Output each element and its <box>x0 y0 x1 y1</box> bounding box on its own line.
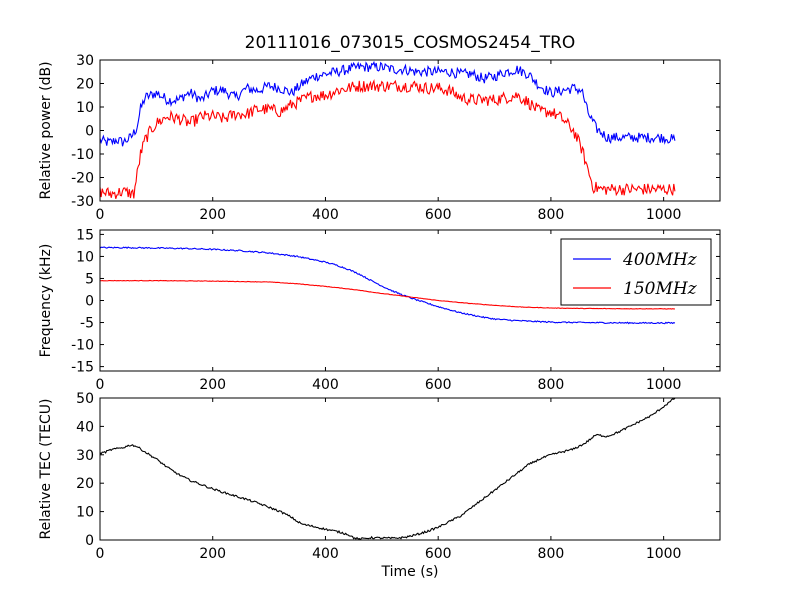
x-tick-label-tec: 0 <box>96 546 105 562</box>
chart-tec: 0 200 400 600 800 1000 0 10 20 30 40 50 Relative TEC… <box>38 391 721 580</box>
series-group-frequency <box>100 246 676 325</box>
x-tick-label-frequency: 800 <box>538 377 565 393</box>
y-axis-label-tec: Relative TEC (TECU) <box>38 399 54 540</box>
y-tick-label-power: -30 <box>71 194 94 210</box>
series-group-tec <box>100 398 676 540</box>
legend-box <box>560 238 712 306</box>
legend-entry: 400MHz <box>622 250 698 270</box>
series-line-frequency-1 <box>100 279 675 310</box>
series-line-frequency-0 <box>100 246 676 325</box>
y-tick-label-frequency: 5 <box>85 271 94 287</box>
y-tick-label-frequency: -15 <box>71 360 94 376</box>
legend-entry: 150MHz <box>623 279 698 299</box>
y-tick-label-tec: 10 <box>76 505 94 521</box>
axes-frame-tec <box>99 397 721 541</box>
x-tick-label-power: 200 <box>199 207 226 223</box>
y-tick-label-power: 20 <box>76 77 94 93</box>
y-tick-label-tec: 0 <box>85 533 94 549</box>
y-tick-label-tec: 50 <box>76 391 94 407</box>
x-tick-label-tec: 200 <box>199 546 226 562</box>
legend-frequency: 400MHz 150MHz <box>560 238 712 306</box>
x-tick-label-power: 600 <box>425 207 452 223</box>
x-tick-label-power: 400 <box>312 207 339 223</box>
x-axis-label-tec: Time (s) <box>381 564 439 580</box>
series-line-power-0 <box>100 60 676 147</box>
figure-title: 20111016_073015_COSMOS2454_TRO <box>245 33 576 53</box>
x-tick-label-tec: 400 <box>312 546 339 562</box>
x-tick-label-tec: 1000 <box>646 546 682 562</box>
series-line-power-1 <box>100 78 676 199</box>
y-tick-label-power: -10 <box>71 147 94 163</box>
series-line-tec-0 <box>100 398 676 540</box>
x-tick-label-frequency: 0 <box>96 377 105 393</box>
y-tick-label-power: 0 <box>85 124 94 140</box>
y-axis-label-frequency: Frequency (kHz) <box>38 244 54 358</box>
y-tick-label-tec: 20 <box>76 476 94 492</box>
x-tick-label-power: 0 <box>96 207 105 223</box>
y-tick-label-frequency: 15 <box>76 227 94 243</box>
y-tick-label-power: 30 <box>76 53 94 69</box>
x-tick-label-frequency: 200 <box>199 377 226 393</box>
y-tick-label-frequency: -5 <box>80 316 94 332</box>
x-tick-label-frequency: 600 <box>425 377 452 393</box>
y-tick-label-tec: 30 <box>76 448 94 464</box>
series-group-power <box>100 60 676 199</box>
y-tick-label-frequency: -10 <box>71 338 94 354</box>
x-tick-label-tec: 800 <box>538 546 565 562</box>
x-tick-label-tec: 600 <box>425 546 452 562</box>
x-tick-label-frequency: 400 <box>312 377 339 393</box>
x-tick-label-power: 1000 <box>646 207 682 223</box>
x-tick-label-power: 800 <box>538 207 565 223</box>
plots: 0 200 400 600 800 1000-30-20-100102030Relativ… <box>38 53 721 580</box>
chart-frequency: 0 200 400 600 800 1000 -15 -10 -5 0 5 10 15 Frequency… <box>38 227 721 393</box>
x-tick-label-frequency: 1000 <box>646 377 682 393</box>
y-tick-label-power: -20 <box>71 171 94 187</box>
chart-power: 0 200 400 600 800 1000 -30 -20 -10 0 10 20 30 Relativ… <box>38 53 721 223</box>
y-tick-label-tec: 40 <box>76 419 94 435</box>
y-tick-label-power: 10 <box>76 100 94 116</box>
y-axis-label-power: Relative power (dB) <box>38 61 54 199</box>
y-tick-label-frequency: 10 <box>76 249 94 265</box>
y-tick-label-frequency: 0 <box>85 294 94 310</box>
